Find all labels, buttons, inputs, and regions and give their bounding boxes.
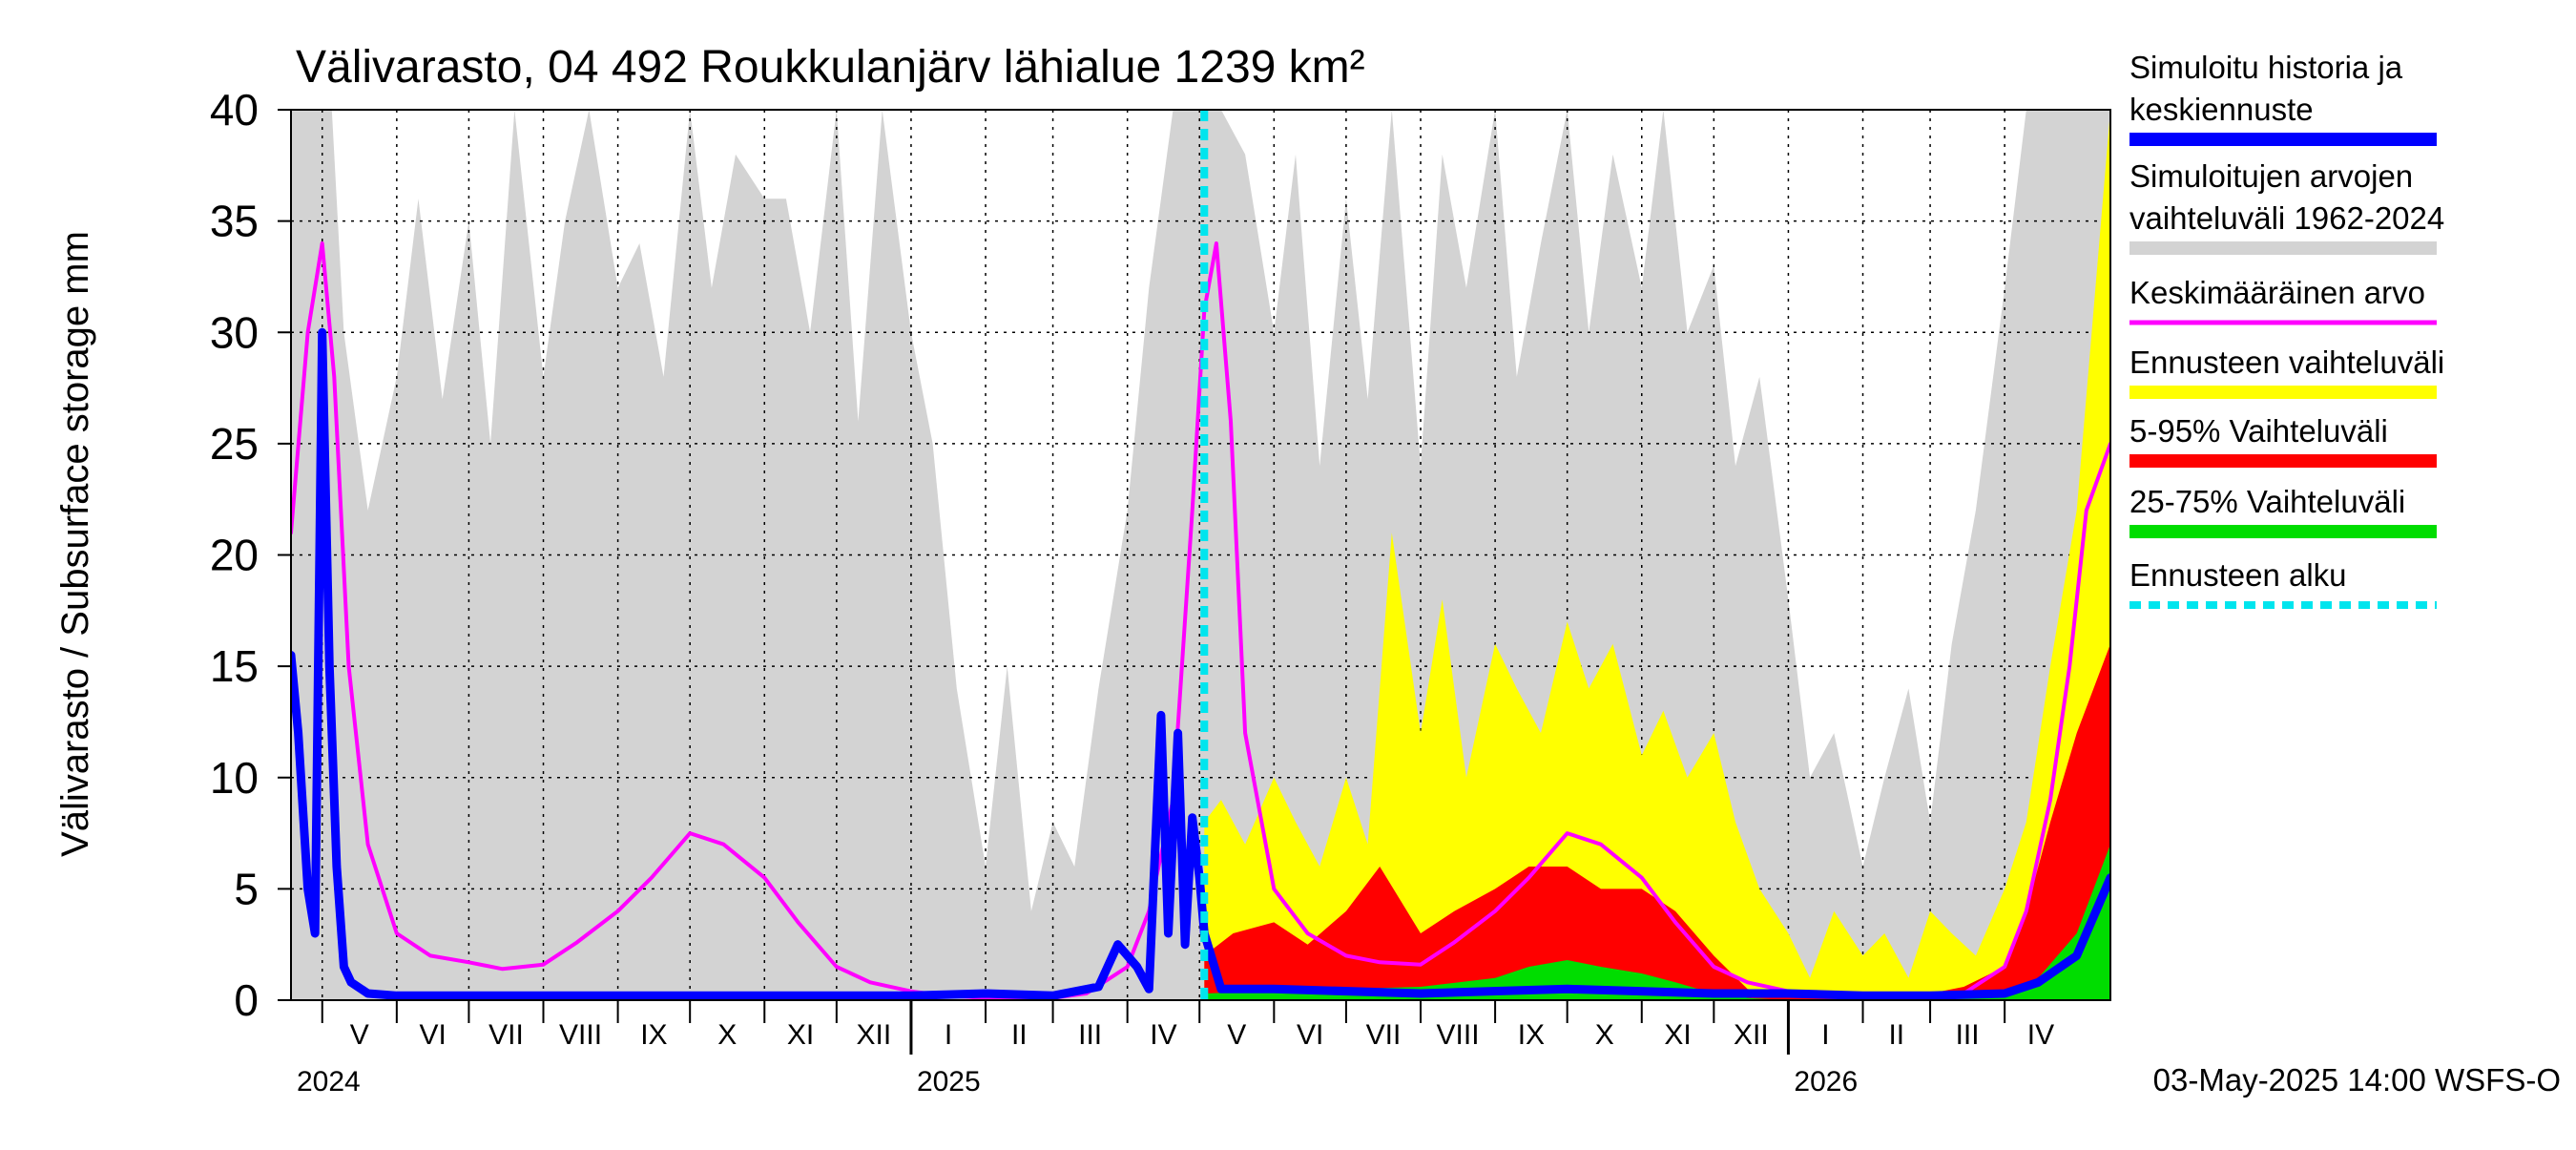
simulated-history-line	[291, 327, 2110, 1000]
legend-label: Ennusteen alku	[2129, 557, 2347, 593]
x-month-label: IX	[1518, 1019, 1545, 1051]
x-month-label: IV	[2027, 1019, 2054, 1051]
x-month-label: III	[1956, 1019, 1980, 1051]
x-year-label: 2025	[917, 1066, 981, 1098]
chart-title: Välivarasto, 04 492 Roukkulanjärv lähial…	[296, 42, 1365, 93]
x-month-label: XI	[1664, 1019, 1691, 1051]
legend-item: 5-95% Vaihteluväli	[2129, 413, 2437, 468]
legend-label: Ennusteen vaihteluväli	[2129, 345, 2444, 380]
y-tick-label: 35	[210, 197, 259, 246]
y-axis-label: Välivarasto / Subsurface storage mm	[54, 231, 96, 857]
x-year-label: 2026	[1794, 1066, 1858, 1098]
y-tick-label: 15	[210, 641, 259, 691]
y-tick-label: 5	[234, 864, 259, 913]
x-month-label: VIII	[559, 1019, 602, 1051]
legend-label: keskiennuste	[2129, 92, 2314, 127]
x-month-label: III	[1078, 1019, 1102, 1051]
y-tick-label: 0	[234, 975, 259, 1025]
x-month-label: IX	[640, 1019, 667, 1051]
legend-label: Keskimääräinen arvo	[2129, 275, 2425, 310]
x-month-label: X	[717, 1019, 737, 1051]
x-year-label: 2024	[297, 1066, 361, 1098]
x-month-label: XII	[1734, 1019, 1769, 1051]
legend-item: 25-75% Vaihteluväli	[2129, 484, 2437, 538]
grid-lines	[291, 110, 2110, 1000]
legend-item: Keskimääräinen arvo	[2129, 275, 2437, 325]
band-5-95	[1204, 643, 2110, 1000]
legend-label: Simuloitu historia ja	[2129, 50, 2403, 85]
x-month-label: I	[1821, 1019, 1829, 1051]
legend-label: 5-95% Vaihteluväli	[2129, 413, 2388, 449]
plot-inner	[291, 110, 2110, 1000]
x-month-label: I	[945, 1019, 952, 1051]
legend-item: Ennusteen vaihteluväli	[2129, 345, 2444, 399]
x-month-label: V	[1227, 1019, 1246, 1051]
plot-area	[291, 110, 2110, 1000]
y-tick-label: 25	[210, 419, 259, 469]
legend-label: 25-75% Vaihteluväli	[2129, 484, 2405, 519]
forecast-range-band	[1204, 110, 2110, 1000]
x-month-label: XI	[787, 1019, 814, 1051]
y-tick-label: 30	[210, 307, 259, 357]
x-month-label: V	[350, 1019, 369, 1051]
x-month-label: VII	[1366, 1019, 1402, 1051]
y-tick-label: 40	[210, 85, 259, 135]
legend-label: Simuloitujen arvojen	[2129, 158, 2413, 194]
legend-item: Ennusteen alku	[2129, 557, 2437, 609]
y-tick-label: 10	[210, 753, 259, 803]
legend: Simuloitu historia jakeskiennusteSimuloi…	[2129, 50, 2444, 609]
x-month-label: VII	[488, 1019, 524, 1051]
legend-item: Simuloitujen arvojen vaihteluväli 1962-20…	[2129, 158, 2444, 255]
legend-item: Simuloitu historia ja keskiennuste	[2129, 50, 2437, 146]
y-tick-label: 20	[210, 531, 259, 580]
chart-footer: 03-May-2025 14:00 WSFS-O	[2153, 1062, 2561, 1098]
x-month-label: XII	[857, 1019, 892, 1051]
x-month-label: VI	[1297, 1019, 1323, 1051]
x-month-label: IV	[1150, 1019, 1176, 1051]
x-month-label: VI	[419, 1019, 446, 1051]
x-month-label: VIII	[1437, 1019, 1480, 1051]
x-month-label: II	[1888, 1019, 1904, 1051]
legend-label: vaihteluväli 1962-2024	[2129, 200, 2444, 236]
x-month-label: X	[1595, 1019, 1614, 1051]
x-month-label: II	[1011, 1019, 1028, 1051]
